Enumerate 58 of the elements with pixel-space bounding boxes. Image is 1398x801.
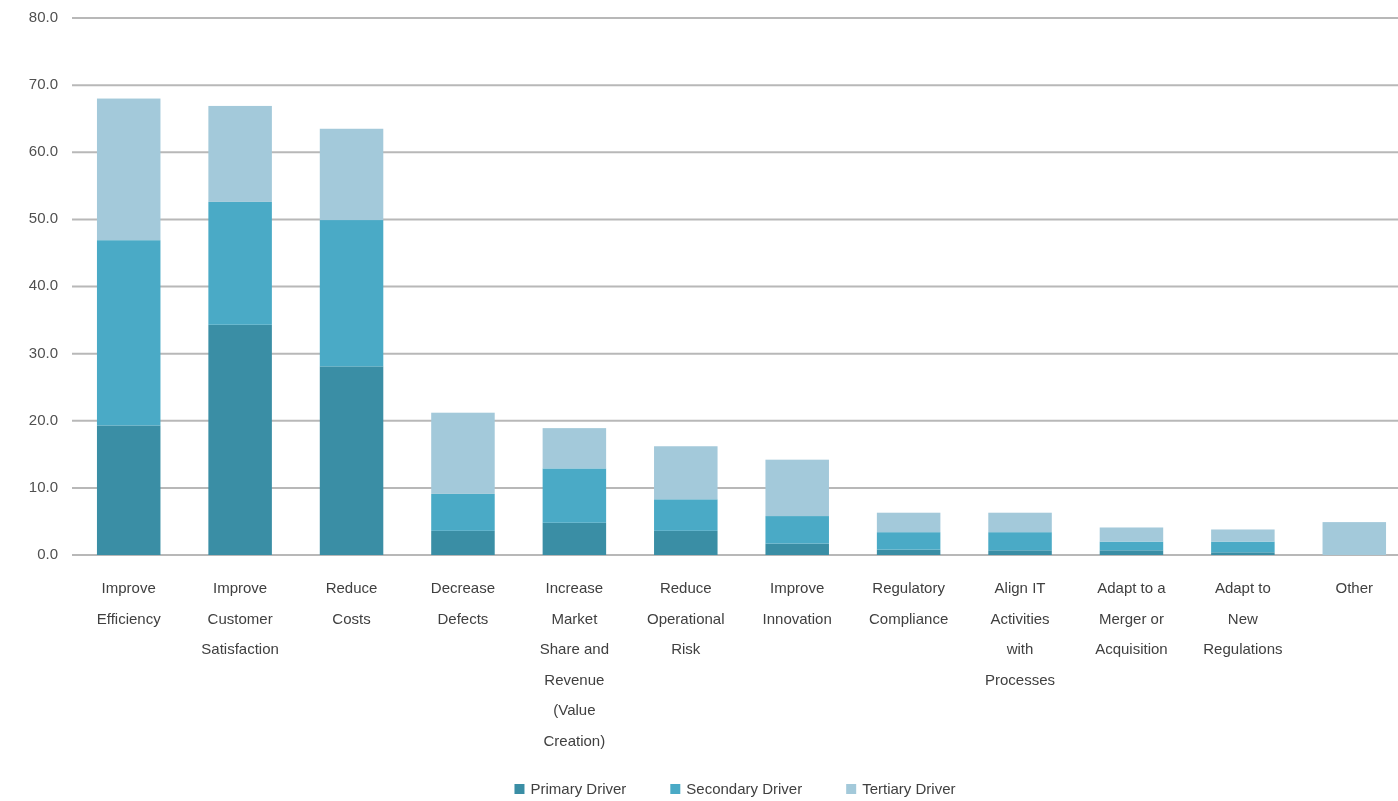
x-tick-label: Align IT Activities with Processes bbox=[985, 579, 1056, 688]
x-tick-label: Regulatory Compliance bbox=[869, 579, 949, 627]
bar bbox=[319, 128, 384, 221]
y-tick-label: 30.0 bbox=[28, 343, 58, 361]
bar bbox=[765, 543, 829, 555]
bar bbox=[542, 468, 607, 523]
x-tick-label: Improve Efficiency bbox=[96, 579, 162, 627]
bar bbox=[1211, 552, 1275, 555]
x-tick-label: Adapt to New Regulations bbox=[1203, 579, 1283, 657]
bar bbox=[96, 425, 161, 555]
x-tick-label: Reduce Costs bbox=[325, 579, 378, 627]
x-tick-label: Other bbox=[1335, 579, 1374, 596]
y-tick-label: 40.0 bbox=[28, 276, 58, 294]
bar bbox=[654, 446, 718, 500]
y-tick-label: 10.0 bbox=[28, 477, 58, 495]
x-tick-label: Adapt to a Merger or Acquisition bbox=[1095, 579, 1168, 657]
bar bbox=[876, 512, 941, 533]
bar bbox=[876, 532, 941, 550]
x-tick-label: Increase Market Share and Revenue (Value Creation) bbox=[539, 579, 609, 749]
bar bbox=[319, 220, 384, 367]
x-tick-label: Improve Customer Satisfaction bbox=[201, 579, 279, 657]
bar bbox=[988, 532, 1052, 551]
y-tick-label: 50.0 bbox=[28, 209, 58, 227]
bar bbox=[1099, 541, 1164, 551]
bar bbox=[1211, 529, 1275, 542]
bar bbox=[431, 412, 495, 494]
legend-label: Secondary Driver bbox=[686, 779, 803, 797]
y-tick-label: 20.0 bbox=[28, 410, 58, 428]
bar bbox=[208, 324, 272, 555]
bar bbox=[988, 550, 1052, 555]
bar bbox=[876, 549, 941, 555]
bar bbox=[431, 530, 495, 555]
bar bbox=[542, 428, 607, 469]
y-tick-label: 80.0 bbox=[28, 7, 58, 25]
y-tick-label: 60.0 bbox=[28, 142, 58, 160]
y-tick-label: 0.0 bbox=[37, 544, 58, 562]
legend-label: Primary Driver bbox=[530, 779, 627, 797]
y-tick-label: 70.0 bbox=[28, 75, 58, 93]
bar bbox=[542, 522, 607, 555]
bar bbox=[1099, 550, 1164, 555]
bar bbox=[1099, 527, 1164, 542]
bar bbox=[96, 98, 161, 241]
bar bbox=[765, 459, 829, 517]
bar bbox=[208, 105, 272, 202]
x-tick-label: Reduce Operational Risk bbox=[647, 579, 725, 657]
bar bbox=[208, 201, 272, 325]
legend-label: Tertiary Driver bbox=[862, 779, 956, 797]
bar bbox=[654, 530, 718, 555]
bar bbox=[1211, 541, 1275, 553]
bar bbox=[1322, 522, 1387, 555]
x-tick-label: Decrease Defects bbox=[430, 579, 496, 627]
bar bbox=[765, 516, 829, 544]
bar bbox=[319, 366, 384, 555]
bar bbox=[654, 499, 718, 531]
x-tick-label: Improve Innovation bbox=[762, 579, 832, 627]
bar bbox=[431, 493, 495, 531]
bar bbox=[96, 240, 161, 426]
bar bbox=[988, 512, 1052, 533]
